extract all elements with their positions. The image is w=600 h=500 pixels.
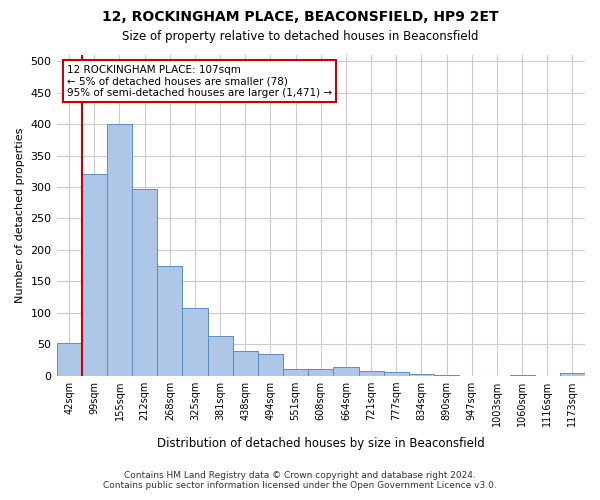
Bar xyxy=(409,374,434,376)
Bar xyxy=(434,375,459,376)
Text: 12, ROCKINGHAM PLACE, BEACONSFIELD, HP9 2ET: 12, ROCKINGHAM PLACE, BEACONSFIELD, HP9 … xyxy=(101,10,499,24)
Text: Contains HM Land Registry data © Crown copyright and database right 2024.
Contai: Contains HM Land Registry data © Crown c… xyxy=(103,470,497,490)
Bar xyxy=(509,375,535,376)
Bar xyxy=(208,336,233,376)
Bar xyxy=(82,174,107,376)
Bar xyxy=(182,308,208,376)
Y-axis label: Number of detached properties: Number of detached properties xyxy=(15,128,25,303)
Bar xyxy=(308,370,334,376)
Text: Size of property relative to detached houses in Beaconsfield: Size of property relative to detached ho… xyxy=(122,30,478,43)
Bar xyxy=(132,189,157,376)
Bar xyxy=(56,343,82,376)
Bar xyxy=(359,370,383,376)
Bar xyxy=(334,367,359,376)
Bar xyxy=(560,372,585,376)
Bar xyxy=(107,124,132,376)
Bar xyxy=(233,351,258,376)
X-axis label: Distribution of detached houses by size in Beaconsfield: Distribution of detached houses by size … xyxy=(157,437,485,450)
Bar xyxy=(283,370,308,376)
Bar xyxy=(383,372,409,376)
Bar xyxy=(157,266,182,376)
Bar xyxy=(258,354,283,376)
Text: 12 ROCKINGHAM PLACE: 107sqm
← 5% of detached houses are smaller (78)
95% of semi: 12 ROCKINGHAM PLACE: 107sqm ← 5% of deta… xyxy=(67,64,332,98)
